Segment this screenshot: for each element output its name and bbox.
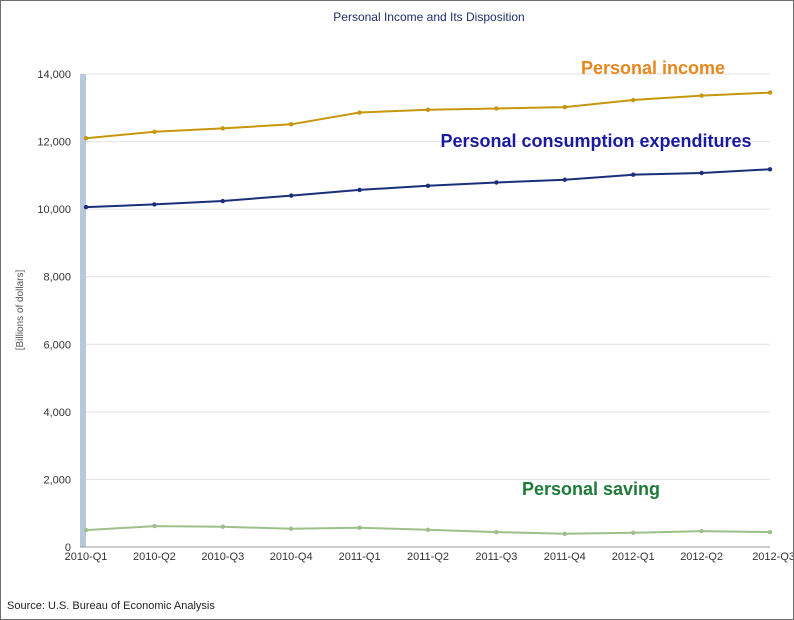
data-point-personal-income (357, 110, 362, 115)
x-tick-label: 2011-Q3 (475, 551, 517, 563)
data-point-personal-saving (289, 526, 294, 531)
data-point-personal-income (83, 135, 89, 141)
y-tick-label: 14,000 (37, 69, 71, 81)
y-tick-label: 2,000 (43, 474, 71, 486)
series-lines (83, 90, 773, 537)
data-point-personal-consumption-expenditures (425, 183, 431, 189)
data-point-personal-income (494, 106, 499, 111)
legend-personal-saving: Personal saving (522, 479, 660, 499)
data-point-personal-income (767, 90, 773, 95)
data-point-personal-saving (494, 529, 499, 535)
data-point-personal-saving (152, 523, 157, 529)
y-tick-label: 4,000 (43, 407, 71, 419)
data-point-personal-saving (631, 530, 636, 536)
series-line-personal-consumption-expenditures (85, 168, 771, 209)
data-point-personal-consumption-expenditures (289, 193, 294, 198)
data-point-personal-consumption-expenditures (699, 170, 704, 176)
data-point-personal-income (699, 93, 704, 98)
x-tick-label: 2010-Q3 (201, 551, 244, 563)
data-point-personal-consumption-expenditures (631, 172, 636, 177)
data-point-personal-income (425, 107, 431, 113)
y-axis-label: [Billions of dollars] (15, 269, 26, 350)
x-axis: 2010-Q1 2010-Q2 2010-Q3 2010-Q4 2011-Q1 2011-… (65, 546, 793, 563)
y-tick-label: 10,000 (37, 204, 71, 216)
x-tick-label: 2012-Q3 (752, 551, 793, 563)
x-tick-label: 2011-Q1 (339, 551, 381, 563)
data-point-personal-consumption-expenditures (152, 202, 157, 207)
legend-personal-income: Personal income (581, 58, 725, 78)
y-tick-label: 6,000 (43, 339, 71, 351)
data-point-personal-saving (767, 529, 773, 535)
data-point-personal-income (152, 129, 157, 134)
y-tick-label: 12,000 (37, 137, 71, 149)
x-tick-label: 2010-Q4 (270, 551, 313, 563)
data-point-personal-consumption-expenditures (562, 177, 567, 182)
data-point-personal-saving (562, 531, 567, 537)
data-point-personal-saving (83, 527, 89, 533)
x-tick-label: 2011-Q2 (407, 551, 449, 563)
data-point-personal-consumption-expenditures (767, 167, 773, 172)
data-point-personal-saving (220, 524, 225, 529)
data-point-personal-income (289, 122, 294, 127)
data-point-personal-consumption-expenditures (494, 180, 499, 185)
data-point-personal-saving (357, 525, 362, 530)
y-tick-label: 0 (65, 542, 71, 554)
y-axis: 0 2,000 4,000 6,000 8,000 10,000 12,000 14,000 (37, 69, 71, 554)
source-note: Source: U.S. Bureau of Economic Analysis (7, 600, 215, 612)
x-tick-label: 2012-Q1 (612, 551, 655, 563)
data-point-personal-saving (425, 527, 431, 532)
x-tick-label: 2010-Q2 (133, 551, 176, 563)
x-tick-label: 2010-Q1 (65, 551, 108, 563)
data-point-personal-income (631, 97, 636, 103)
y-tick-label: 8,000 (43, 272, 71, 284)
data-point-personal-consumption-expenditures (220, 198, 225, 204)
data-point-personal-consumption-expenditures (83, 204, 89, 210)
y-axis-bar (80, 74, 86, 547)
data-point-personal-consumption-expenditures (357, 187, 362, 193)
legend-personal-consumption-expenditures: Personal consumption expenditures (440, 131, 751, 151)
data-point-personal-income (220, 126, 225, 131)
x-tick-label: 2012-Q2 (680, 551, 723, 563)
chart-title: Personal Income and Its Disposition (333, 10, 524, 24)
data-point-personal-income (562, 104, 567, 110)
data-point-personal-saving (699, 528, 704, 534)
gridlines (86, 73, 770, 548)
x-tick-label: 2011-Q4 (544, 551, 586, 563)
